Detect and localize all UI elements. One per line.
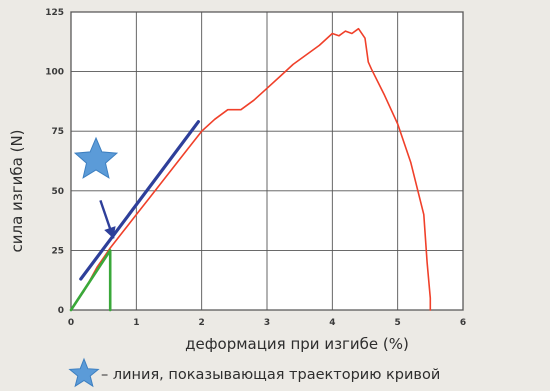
measured-series-line (70, 27, 432, 311)
x-tick-label: 5 (395, 318, 401, 328)
x-tick-label: 0 (68, 318, 74, 328)
y-tick-label: 125 (45, 8, 64, 18)
y-tick-label: 0 (58, 306, 64, 316)
trend-series-line (79, 120, 200, 281)
x-tick-label: 1 (133, 318, 139, 328)
initial-series-line (69, 249, 112, 312)
y-tick-label: 25 (51, 246, 64, 256)
x-tick-label: 6 (460, 318, 466, 328)
y-tick-label: 50 (51, 187, 64, 197)
x-axis-label: деформация при изгибе (%) (185, 335, 409, 353)
y-axis-label: сила изгиба (N) (8, 129, 26, 252)
horizontal-gridlines (71, 11, 463, 311)
star-icon (68, 357, 100, 388)
star-icon (73, 136, 119, 179)
legend: – линия, показывающая траекторию кривой (68, 357, 440, 388)
x-tick-label: 2 (199, 318, 205, 328)
legend-text: – линия, показывающая траекторию кривой (101, 367, 440, 383)
x-tick-label: 3 (264, 318, 270, 328)
x-tick-label: 4 (329, 318, 335, 328)
annotation-layer (73, 136, 119, 239)
y-tick-label: 75 (51, 127, 64, 137)
series-layer (69, 27, 432, 312)
y-tick-labels: 0 25 50 75 100 125 (45, 8, 64, 316)
x-tick-labels: 0 1 2 3 4 5 6 (68, 318, 466, 328)
y-tick-label: 100 (45, 68, 64, 78)
annotation-arrowhead (104, 226, 116, 239)
vertical-gridlines (70, 12, 464, 310)
